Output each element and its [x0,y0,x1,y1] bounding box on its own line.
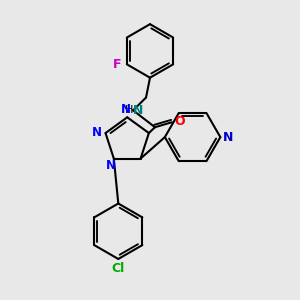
Text: N: N [92,126,102,139]
Text: Cl: Cl [112,262,125,275]
Text: N: N [106,159,116,172]
Text: H: H [125,105,134,116]
Text: N: N [121,103,131,116]
Text: O: O [174,115,185,128]
Text: N: N [133,104,143,117]
Text: N: N [223,130,233,144]
Text: F: F [113,58,121,71]
